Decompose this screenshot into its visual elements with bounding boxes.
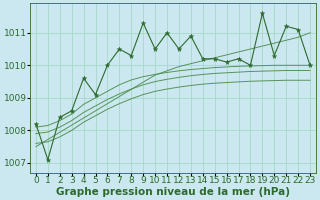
X-axis label: Graphe pression niveau de la mer (hPa): Graphe pression niveau de la mer (hPa): [56, 187, 290, 197]
